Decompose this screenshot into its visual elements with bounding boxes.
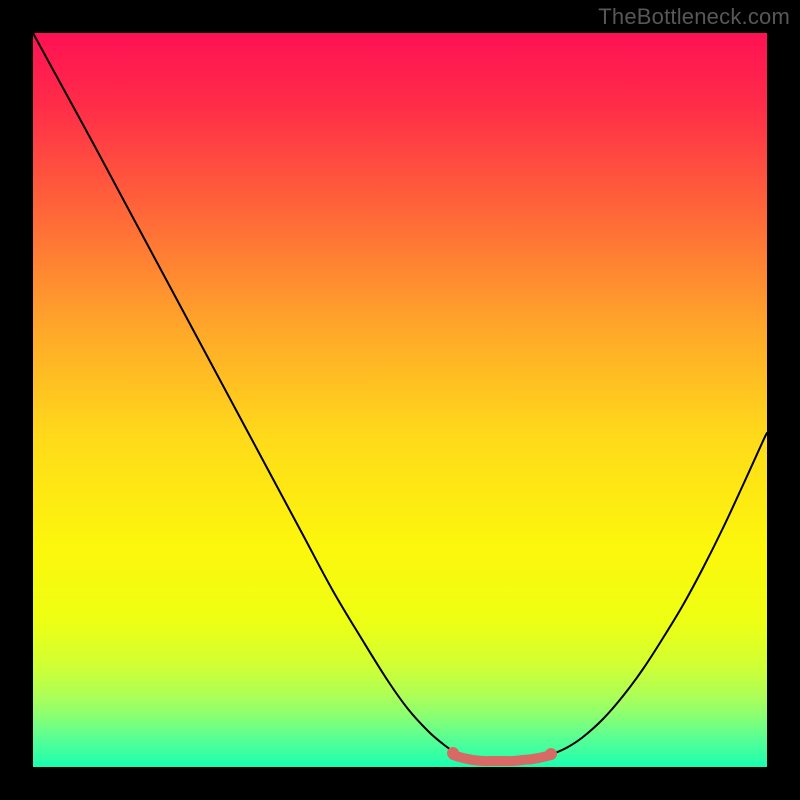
optimal-range-dot: [447, 747, 459, 759]
plot-area: [33, 33, 767, 767]
curve-layer: [33, 33, 767, 767]
chart-container: TheBottleneck.com: [0, 0, 800, 800]
bottleneck-curve: [33, 33, 767, 760]
optimal-range-dot: [545, 748, 557, 760]
watermark-text: TheBottleneck.com: [598, 4, 790, 30]
optimal-range-marker: [453, 755, 551, 761]
